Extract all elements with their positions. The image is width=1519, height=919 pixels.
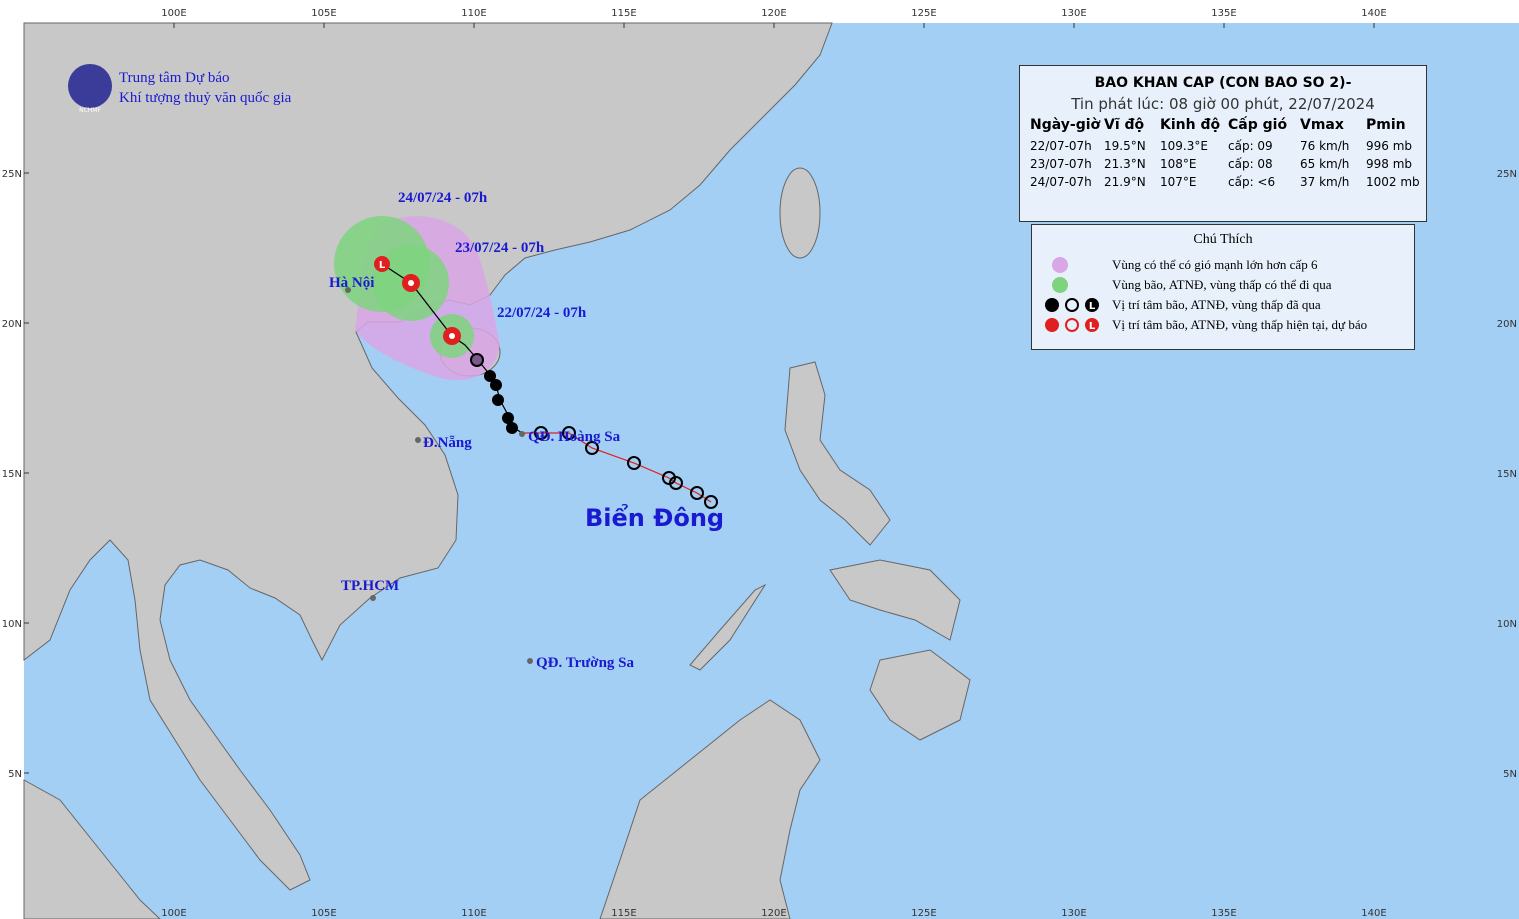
depression xyxy=(1065,298,1079,312)
storm xyxy=(1045,318,1059,332)
logo-text: NCHMF xyxy=(79,107,101,114)
table-cell: cấp: <6 xyxy=(1228,175,1276,189)
table-cell: 21.3°N xyxy=(1104,157,1146,171)
low-symbol: L xyxy=(379,260,386,271)
table-header: Kinh độ xyxy=(1160,117,1221,133)
lon-label: 120E xyxy=(761,908,786,919)
lon-label: 105E xyxy=(311,908,336,919)
city-dots xyxy=(345,287,533,664)
logo xyxy=(68,64,112,108)
bulletin-title: BAO KHAN CAP (CON BAO SO 2)- xyxy=(1094,75,1352,91)
legend-title: Chú Thích xyxy=(1193,232,1253,247)
depression xyxy=(1065,318,1079,332)
table-cell: 1002 mb xyxy=(1366,175,1420,189)
swatch xyxy=(1052,277,1068,293)
bulletin-table: Ngày-giờ Vĩ độ Kinh độ Cấp gió Vmax Pmin 22/07… xyxy=(1020,117,1426,197)
swatch xyxy=(1052,257,1068,273)
low xyxy=(1085,318,1099,332)
legend: Chú Thích Vùng có thể có gió mạnh lớn hơ… xyxy=(1031,224,1415,350)
org-name: Khí tượng thuỷ văn quốc gia xyxy=(119,90,292,106)
past-track xyxy=(522,432,712,503)
lon-label: 105E xyxy=(311,8,336,19)
org-name: Trung tâm Dự báo xyxy=(119,70,230,86)
lon-label: 115E xyxy=(611,908,636,919)
lon-label: 100E xyxy=(161,8,186,19)
table-cell: 65 km/h xyxy=(1300,157,1350,171)
city-label: Hà Nội xyxy=(329,275,374,291)
table-cell: 108°E xyxy=(1160,157,1197,171)
low-symbol: L xyxy=(1089,321,1096,332)
forecast-positions: L xyxy=(374,256,461,345)
lon-label: 125E xyxy=(911,908,936,919)
lon-label: 130E xyxy=(1061,8,1086,19)
lat-label: 15N xyxy=(1497,469,1517,480)
past-positions xyxy=(470,353,718,509)
table-header: Pmin xyxy=(1366,117,1406,133)
lon-label: 140E xyxy=(1361,8,1386,19)
legend-item: Vị trí tâm bão, ATNĐ, vùng thấp hiện tại… xyxy=(1112,317,1368,332)
lon-label: 130E xyxy=(1061,908,1086,919)
table-header: Ngày-giờ xyxy=(1030,117,1101,133)
table-cell: 37 km/h xyxy=(1300,175,1350,189)
lon-label: 100E xyxy=(161,908,186,919)
time-label: 23/07/24 - 07h xyxy=(455,240,545,256)
island-label: QĐ. Trường Sa xyxy=(536,655,635,671)
lat-label: 10N xyxy=(1497,619,1517,630)
table-cell: cấp: 09 xyxy=(1228,139,1273,153)
low-symbol: L xyxy=(1089,301,1096,312)
table-cell: 996 mb xyxy=(1366,139,1413,153)
lon-label: 110E xyxy=(461,908,486,919)
city-label: Đ.Nẵng xyxy=(423,435,472,451)
lat-label: 15N xyxy=(2,469,22,480)
legend-symbol xyxy=(1052,277,1068,293)
table-cell: 24/07-07h xyxy=(1030,175,1092,189)
table-cell: 21.9°N xyxy=(1104,175,1146,189)
lat-label: 25N xyxy=(1497,169,1517,180)
lon-label: 135E xyxy=(1211,908,1236,919)
table-header: Vmax xyxy=(1300,117,1344,133)
city-label: TP.HCM xyxy=(341,578,399,594)
axes: 100E 100E 105E 105E 110E 110E 115E 115E 120E 120E… xyxy=(2,8,1517,919)
time-label: 22/07/24 - 07h xyxy=(497,305,587,321)
legend-symbol xyxy=(1052,257,1068,273)
table-header: Vĩ độ xyxy=(1104,117,1145,133)
time-label: 24/07/24 - 07h xyxy=(398,190,488,206)
table-cell: 19.5°N xyxy=(1104,139,1146,153)
lat-label: 5N xyxy=(8,769,22,780)
bulletin-issued: Tin phát lúc: 08 giờ 00 phút, 22/07/2024 xyxy=(1071,95,1375,113)
lon-label: 110E xyxy=(461,8,486,19)
storm xyxy=(1045,298,1059,312)
table-cell: 23/07-07h xyxy=(1030,157,1092,171)
legend-symbol: L xyxy=(1045,318,1099,332)
legend-item: Vị trí tâm bão, ATNĐ, vùng thấp đã qua xyxy=(1112,297,1321,312)
table-cell: 22/07-07h xyxy=(1030,139,1092,153)
lon-label: 135E xyxy=(1211,8,1236,19)
table-cell: cấp: 08 xyxy=(1228,157,1273,171)
lon-label: 140E xyxy=(1361,908,1386,919)
lat-label: 5N xyxy=(1503,769,1517,780)
lon-label: 115E xyxy=(611,8,636,19)
low xyxy=(1085,298,1099,312)
legend-item: Vùng có thể có gió mạnh lớn hơn cấp 6 xyxy=(1112,257,1318,272)
table-cell: 107°E xyxy=(1160,175,1197,189)
lon-label: 120E xyxy=(761,8,786,19)
bulletin: BAO KHAN CAP (CON BAO SO 2)- Tin phát lú… xyxy=(1019,65,1427,222)
table-cell: 76 km/h xyxy=(1300,139,1350,153)
lon-label: 125E xyxy=(911,8,936,19)
legend-symbol: L xyxy=(1045,298,1099,312)
table-header: Cấp gió xyxy=(1228,117,1288,133)
table-cell: 109.3°E xyxy=(1160,139,1208,153)
sea-label: Biển Đông xyxy=(585,502,724,532)
island-label: QĐ. Hoàng Sa xyxy=(528,429,621,445)
table-cell: 998 mb xyxy=(1366,157,1413,171)
legend-item: Vùng bão, ATNĐ, vùng thấp có thể đi qua xyxy=(1112,277,1332,292)
lat-label: 10N xyxy=(2,619,22,630)
lat-label: 25N xyxy=(2,169,22,180)
lat-label: 20N xyxy=(1497,319,1517,330)
lat-label: 20N xyxy=(2,319,22,330)
